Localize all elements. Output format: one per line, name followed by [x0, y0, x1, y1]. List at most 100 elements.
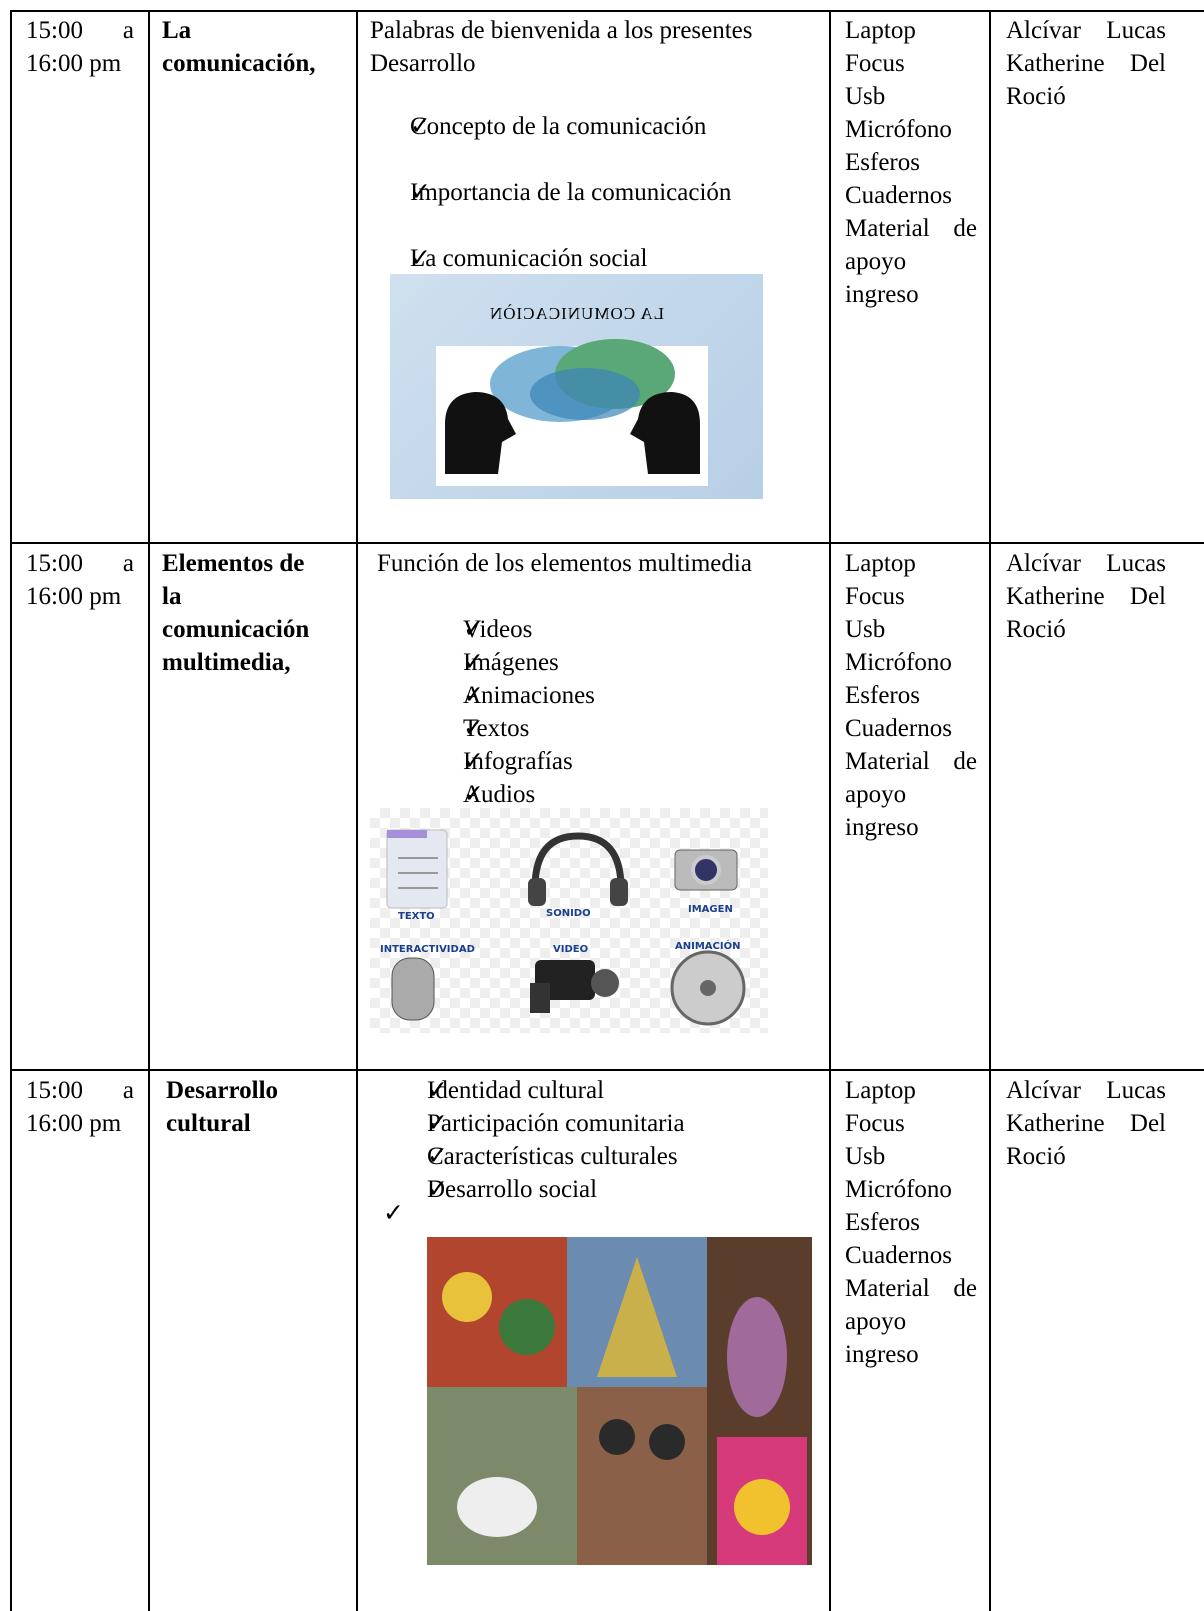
responsible-cell: Alcívar Lucas Katherine Del Roció [1006, 1074, 1166, 1173]
communication-image: LA COMUNICACIÒN [390, 274, 763, 499]
text-line: Usb [845, 83, 886, 110]
icon-label: IMAGEN [688, 904, 733, 915]
text-line: Cuadernos [845, 715, 952, 742]
icon-label: SONIDO [546, 908, 591, 919]
culture-collage [427, 1237, 812, 1565]
text-line: Roció [1006, 83, 1066, 110]
text-line: 16:00 pm [26, 50, 122, 77]
time-cell: 15:00 a 16:00 pm [26, 14, 134, 80]
text-line: Usb [845, 616, 886, 643]
text-line: Katherine Del [1006, 50, 1166, 77]
text-line: Laptop [845, 1077, 916, 1104]
text-line: Laptop [845, 550, 916, 577]
icon-label: VIDEO [553, 944, 589, 955]
check-list: VideosImágenesAnimacionesTextosInfografí… [417, 613, 857, 811]
responsible-cell: Alcívar Lucas Katherine Del Roció [1006, 547, 1166, 646]
text-line: la [162, 583, 182, 610]
text-line: Función de los elementos multimedia [377, 550, 752, 577]
text-line: Alcívar Lucas [1006, 17, 1166, 44]
time-cell: 15:00 a 16:00 pm [26, 1074, 134, 1140]
topic-cell: La comunicación, [162, 14, 352, 80]
icon-label: ANIMACIÓN [675, 941, 741, 952]
text-line: Desarrollo [370, 50, 476, 77]
text-line: Elementos de [162, 550, 305, 577]
border [10, 1069, 1204, 1071]
check-list: Concepto de la comunicación Importancia d… [370, 110, 810, 308]
text-line: Alcívar Lucas [1006, 1077, 1166, 1104]
text-line: Material de [845, 215, 977, 242]
text-line: Cuadernos [845, 182, 952, 209]
text-line: Katherine Del [1006, 1110, 1166, 1137]
icon-label: INTERACTIVIDAD [380, 944, 475, 955]
text-line: 16:00 pm [26, 583, 122, 610]
check-item: Imágenes [417, 646, 857, 679]
text-line: Esferos [845, 1209, 920, 1236]
text-line: La [162, 17, 192, 44]
text-line: Focus [845, 1110, 905, 1137]
border [10, 10, 12, 1611]
border [356, 10, 358, 1611]
text-line: Roció [1006, 1143, 1066, 1170]
text-line: Micrófono [845, 649, 952, 676]
image-art [386, 829, 746, 1026]
text-line: Esferos [845, 149, 920, 176]
text-line: Laptop [845, 17, 916, 44]
check-item: Concepto de la comunicación [370, 110, 810, 143]
text-line: comunicación, [162, 50, 316, 77]
text-line: Alcívar Lucas [1006, 550, 1166, 577]
border [10, 542, 1204, 544]
border [989, 10, 991, 1611]
check-list: Identidad culturalParticipación comunita… [383, 1074, 823, 1206]
text-line: 16:00 pm [26, 1110, 122, 1137]
check-item: Textos [417, 712, 857, 745]
text-line: 15:00 a [26, 550, 134, 577]
border [10, 10, 1204, 12]
check-item: Importancia de la comunicación [370, 176, 810, 209]
check-item: La comunicación social [370, 242, 810, 275]
text-line: Katherine Del [1006, 583, 1166, 610]
image-art [427, 1237, 812, 1565]
text-line: apoyo [845, 1308, 907, 1335]
text-line: Cuadernos [845, 1242, 952, 1269]
text-line: cultural [166, 1110, 251, 1137]
border [148, 10, 150, 1611]
check-item: Características culturales [383, 1140, 823, 1173]
time-cell: 15:00 a 16:00 pm [26, 547, 134, 613]
check-item: Participación comunitaria [383, 1107, 823, 1140]
text-line: ingreso [845, 814, 919, 841]
resources-cell: Laptop Focus Usb Micrófono Esferos Cuadernos M… [845, 547, 977, 844]
text-line: Esferos [845, 682, 920, 709]
topic-cell: Elementos de la comunicación multimedia, [162, 547, 352, 679]
check-item: Infografías [417, 745, 857, 778]
activities-cell: Función de los elementos multimedia [377, 547, 827, 580]
text-line: 15:00 a [26, 1077, 134, 1104]
text-line: Usb [845, 1143, 886, 1170]
check-item: Videos [417, 613, 857, 646]
activities-cell: Palabras de bienvenida a los presentes De… [370, 14, 820, 80]
responsible-cell: Alcívar Lucas Katherine Del Roció [1006, 14, 1166, 113]
icon-label: TEXTO [398, 911, 435, 922]
text-line: Micrófono [845, 116, 952, 143]
text-line: multimedia, [162, 649, 291, 676]
multimedia-image: TEXTO SONIDO IMAGEN INTERACTIVIDAD VIDEO… [370, 808, 768, 1033]
topic-cell: Desarrollo cultural [166, 1074, 356, 1140]
text-line: apoyo [845, 248, 907, 275]
text-line: 15:00 a [26, 17, 134, 44]
check-item: Identidad cultural [383, 1074, 823, 1107]
resources-cell: Laptop Focus Usb Micrófono Esferos Cuadernos M… [845, 1074, 977, 1371]
text-line: Micrófono [845, 1176, 952, 1203]
resources-cell: Laptop Focus Usb Micrófono Esferos Cuadernos M… [845, 14, 977, 311]
image-art [436, 339, 708, 486]
text-line: ingreso [845, 1341, 919, 1368]
check-item: Desarrollo social [383, 1173, 823, 1206]
text-line: comunicación [162, 616, 310, 643]
text-line: apoyo [845, 781, 907, 808]
text-line: Roció [1006, 616, 1066, 643]
text-line: Material de [845, 748, 977, 775]
text-line: ingreso [845, 281, 919, 308]
check-item: Audios [417, 778, 857, 811]
text-line: Material de [845, 1275, 977, 1302]
text-line: Desarrollo [166, 1077, 279, 1104]
check-item: Animaciones [417, 679, 857, 712]
